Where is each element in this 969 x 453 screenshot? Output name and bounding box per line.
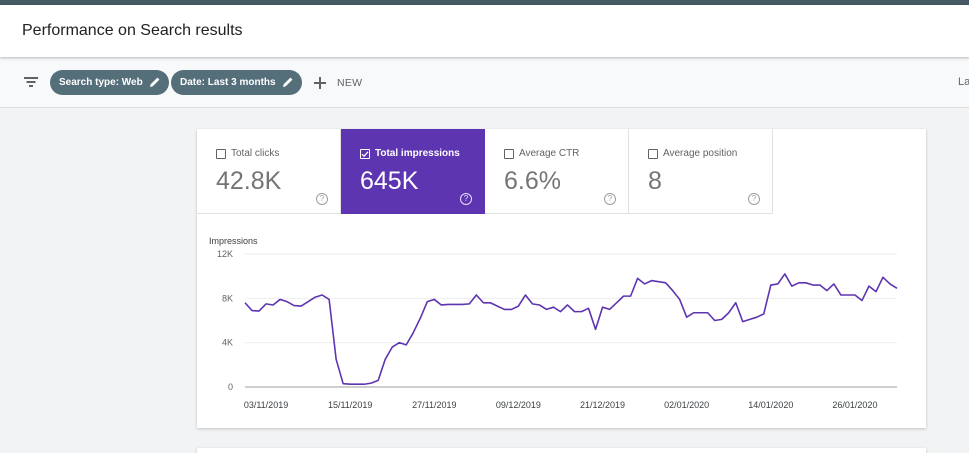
metric-label: Total clicks (231, 148, 280, 159)
metric-total-clicks[interactable]: Total clicks 42.8K ? (197, 129, 341, 214)
x-tick-label: 21/12/2019 (580, 400, 625, 410)
plus-icon (314, 77, 326, 89)
x-tick-label: 26/01/2020 (832, 400, 877, 410)
metric-average-ctr[interactable]: Average CTR 6.6% ? (485, 129, 629, 214)
new-filter-button[interactable]: NEW (314, 75, 362, 91)
help-icon[interactable]: ? (748, 193, 760, 205)
metric-value: 42.8K (216, 167, 282, 195)
help-icon[interactable]: ? (460, 193, 472, 205)
y-tick-label: 4K (222, 338, 233, 348)
new-filter-label: NEW (337, 77, 363, 89)
x-tick-label: 27/11/2019 (412, 400, 456, 410)
metric-total-impressions[interactable]: Total impressions 645K ? (341, 129, 485, 214)
y-tick-label: 0 (228, 382, 233, 392)
performance-card: Impressions 0 4K 8K 12K 03/11/2019 15/11/2019 2… (197, 129, 926, 428)
y-axis-label: Impressions (209, 236, 258, 246)
filter-icon[interactable] (24, 76, 38, 88)
filter-bar: Search type: Web Date: Last 3 months NEW… (0, 58, 969, 108)
search-type-chip[interactable]: Search type: Web (50, 70, 169, 95)
x-tick-label: 02/01/2020 (664, 400, 709, 410)
checkbox-average-position[interactable] (648, 149, 658, 159)
secondary-card (197, 448, 926, 453)
metric-label: Average position (663, 148, 738, 159)
y-tick-label: 8K (222, 293, 233, 303)
impressions-series-line (244, 273, 898, 386)
top-accent-strip (0, 0, 969, 5)
y-tick-label: 12K (217, 249, 233, 259)
metric-label: Average CTR (519, 148, 580, 159)
x-tick-label: 09/12/2019 (496, 400, 541, 410)
x-tick-label: 14/01/2020 (748, 400, 793, 410)
metric-value: 6.6% (504, 167, 561, 195)
checkbox-total-impressions[interactable] (360, 149, 370, 159)
check-icon (361, 151, 369, 158)
x-tick-label: 15/11/2019 (328, 400, 372, 410)
checkbox-total-clicks[interactable] (216, 149, 226, 159)
page-title: Performance on Search results (22, 22, 243, 39)
metric-value: 645K (360, 167, 419, 195)
help-icon[interactable]: ? (316, 193, 328, 205)
chart-area: Impressions 0 4K 8K 12K 03/11/2019 15/11/2019 2… (197, 129, 926, 428)
date-range-chip[interactable]: Date: Last 3 months (171, 70, 302, 95)
edit-pencil-icon (149, 77, 160, 87)
last-update-text: La (958, 76, 969, 88)
x-tick-label: 03/11/2019 (244, 400, 288, 410)
checkbox-average-ctr[interactable] (504, 149, 514, 159)
metric-label: Total impressions (375, 148, 460, 159)
impressions-chart: Impressions 0 4K 8K 12K 03/11/2019 15/11/2019 2… (209, 236, 898, 410)
edit-pencil-icon (282, 77, 292, 87)
search-type-chip-label: Search type: Web (59, 77, 143, 88)
help-icon[interactable]: ? (604, 193, 616, 205)
date-range-chip-label: Date: Last 3 months (180, 77, 276, 88)
metric-average-position[interactable]: Average position 8 ? (629, 129, 773, 214)
metric-value: 8 (648, 167, 662, 195)
page-header: Performance on Search results (0, 5, 969, 57)
